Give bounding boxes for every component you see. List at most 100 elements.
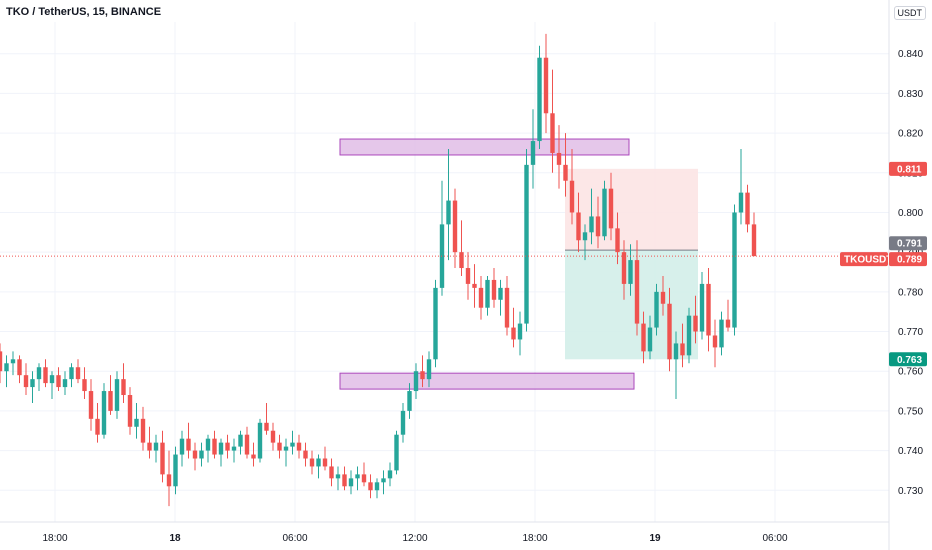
candle-body (667, 303, 672, 360)
candle (719, 311, 724, 356)
candle (134, 402, 139, 439)
symbol-price-tag: TKOUSDT (840, 252, 892, 267)
candle-body (277, 442, 282, 451)
candle (472, 264, 477, 308)
candle (355, 466, 360, 491)
candle (166, 450, 172, 507)
candle (426, 351, 432, 388)
x-tick-label: 18:00 (42, 533, 67, 544)
candle (745, 184, 750, 233)
candle (576, 192, 581, 253)
y-tick-label: 0.800 (898, 208, 923, 219)
candle-body (270, 430, 276, 443)
candle-body (465, 268, 471, 284)
candle-body (238, 434, 243, 447)
x-tick-label: 12:00 (402, 533, 427, 544)
candle (420, 355, 425, 388)
candle-body (680, 343, 685, 356)
candle (231, 438, 237, 463)
candle-body (673, 343, 679, 360)
x-tick-label: 18:00 (522, 533, 547, 544)
candle (530, 109, 536, 189)
currency-unit-label[interactable]: USDT (893, 6, 926, 20)
price-tag-label: 0.811 (897, 164, 922, 175)
candle (680, 323, 685, 368)
candle (361, 462, 367, 487)
candle (595, 196, 601, 249)
candle-body (595, 216, 601, 237)
candle (316, 454, 321, 479)
candle-body (608, 188, 614, 229)
candle-body (550, 113, 555, 153)
candle-body (589, 216, 594, 233)
price-tag-bg (889, 236, 927, 251)
candle-body (472, 283, 477, 288)
candle (381, 470, 386, 495)
candle-body (504, 287, 510, 328)
candle (95, 402, 100, 443)
candle (628, 244, 633, 296)
candle (394, 430, 399, 475)
candle-body (335, 474, 341, 479)
candle (569, 148, 575, 225)
resistance-zone (339, 138, 630, 156)
candle-body (69, 367, 74, 380)
candle (491, 268, 497, 308)
candle (699, 272, 705, 340)
candle-body (329, 466, 334, 479)
x-tick-label: 06:00 (762, 533, 787, 544)
candle (446, 148, 451, 261)
candle (205, 434, 211, 463)
candle-body (602, 188, 607, 237)
candle (329, 458, 334, 487)
candle (550, 69, 555, 173)
candle-body (634, 260, 640, 324)
candle-body (0, 351, 3, 372)
candle-body (101, 391, 107, 435)
price-tag-bg (889, 352, 927, 367)
candle-body (374, 482, 380, 491)
candle (309, 450, 315, 475)
candle-body (426, 359, 432, 380)
candle (335, 466, 341, 491)
candle-body (283, 446, 289, 451)
candle (127, 387, 133, 435)
y-tick-label: 0.820 (898, 129, 923, 140)
candle-body (530, 141, 536, 165)
candle (108, 375, 113, 415)
candle-body (114, 379, 120, 411)
candle-body (368, 482, 373, 491)
candle (543, 33, 549, 134)
candle (712, 319, 718, 368)
candle-body (491, 279, 497, 300)
candle (368, 474, 373, 499)
candle-body (244, 434, 250, 455)
candle-body (140, 418, 146, 443)
candle (686, 307, 692, 364)
candle (0, 343, 3, 384)
candle-body (543, 57, 549, 114)
candle-body (569, 180, 575, 213)
candle (413, 363, 419, 399)
candle-body (387, 470, 393, 479)
candle (751, 212, 757, 257)
candle-body (725, 319, 731, 328)
candle-body (290, 442, 295, 447)
candle (654, 283, 659, 336)
candle (218, 438, 224, 467)
candle (36, 363, 42, 392)
candle (387, 462, 393, 487)
candle (322, 446, 328, 471)
candle (101, 383, 107, 439)
candle (88, 379, 94, 431)
candle (342, 466, 347, 491)
candle-body (10, 359, 16, 364)
candle-body (251, 454, 256, 459)
candle-body (166, 474, 172, 487)
candle-body (420, 371, 425, 380)
y-tick-label: 0.760 (898, 367, 923, 378)
candle-body (361, 474, 367, 483)
candle-body (4, 363, 9, 372)
candle (296, 434, 302, 459)
